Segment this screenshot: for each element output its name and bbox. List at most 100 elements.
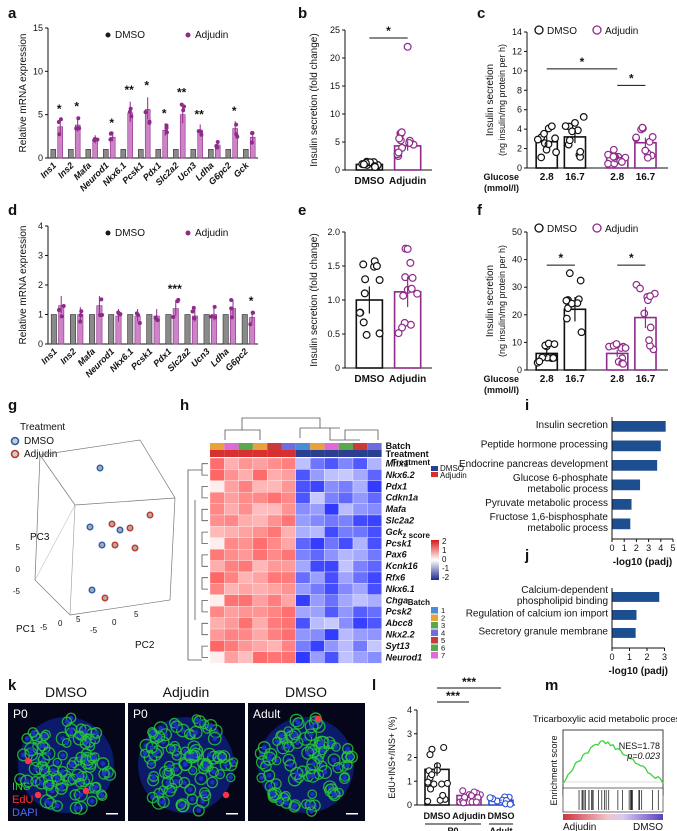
ins-cell <box>41 746 56 761</box>
heatmap-top-label: Batch <box>386 441 411 451</box>
heatmap-cell <box>367 617 382 630</box>
data-point-adjudin <box>406 258 415 267</box>
dendrogram-row <box>201 645 208 658</box>
data-point <box>426 785 435 793</box>
y-tick-label: 0 <box>517 365 522 375</box>
ins-cell <box>272 736 282 747</box>
y-tick-label: 8 <box>517 85 522 95</box>
y-axis-label: Enrichment score <box>549 735 559 805</box>
y-tick-label: 4 <box>38 221 43 231</box>
heatmap-cell <box>309 526 325 538</box>
data-point-adjudin <box>190 309 195 314</box>
dapi-nucleus <box>288 762 293 768</box>
dapi-nucleus <box>286 744 292 750</box>
heatmap-cell <box>238 480 254 493</box>
legend-zscore-gradient <box>431 540 439 580</box>
heatmap-cell <box>267 594 282 607</box>
data-point-dmso <box>361 275 370 284</box>
enrichment-term-label: Calcium-dependent <box>521 585 608 596</box>
legend-adjudin-label: Adjudin <box>605 26 638 37</box>
x-tick-label: 2.8 <box>540 172 554 183</box>
heatmap-cell <box>309 537 325 550</box>
data-point-dmso <box>576 276 585 285</box>
treatment-annotation-cell <box>353 450 368 457</box>
data-point-dmso <box>552 148 560 157</box>
heatmap-gene-label: Kcnk16 <box>386 561 419 571</box>
heatmap-cell <box>295 526 311 538</box>
ins-cell <box>157 795 170 809</box>
heatmap-cell <box>324 503 339 516</box>
ins-cell <box>304 799 316 811</box>
heatmap-cell <box>324 651 339 664</box>
pca-point-adjudin <box>101 594 109 602</box>
heatmap-cell <box>267 617 282 630</box>
heatmap-cell <box>309 594 325 607</box>
dapi-nucleus <box>142 751 148 756</box>
heatmap-cell <box>252 606 268 618</box>
ins-cell <box>39 731 50 742</box>
heatmap-cell <box>281 617 296 630</box>
dapi-nucleus <box>189 754 194 759</box>
bar-dmso <box>69 314 76 345</box>
data-point-adjudin <box>137 320 142 325</box>
dapi-nucleus <box>174 724 180 730</box>
ins-cell <box>263 769 276 782</box>
channel-edu-label: EdU <box>12 794 34 806</box>
dapi-nucleus <box>333 744 339 750</box>
y-tick-label: 0 <box>38 339 43 349</box>
ins-cell <box>73 787 88 802</box>
data-point-adjudin <box>74 126 79 131</box>
ins-cell <box>314 754 324 765</box>
micro-stage-label: P0 <box>133 707 148 721</box>
ins-cell <box>308 715 323 730</box>
ins-cell <box>306 756 321 771</box>
dendrogram-row <box>201 577 208 590</box>
heatmap-cell <box>224 480 239 493</box>
dapi-nucleus <box>208 722 214 728</box>
panel-letter-m: m <box>545 677 558 694</box>
heatmap-cell <box>281 492 296 504</box>
bar-dmso <box>208 149 214 159</box>
dapi-nucleus <box>46 782 51 788</box>
heatmap-cell <box>309 549 325 561</box>
dapi-nucleus <box>319 740 325 745</box>
ins-cell <box>42 779 55 791</box>
data-point-dmso <box>565 136 574 145</box>
heatmap-cell <box>224 537 239 550</box>
heatmap-gene-label: Chga <box>386 595 409 605</box>
data-point <box>430 780 438 788</box>
y-axis-label: Insulin secretion <box>485 64 496 136</box>
heatmap-cell <box>281 560 296 573</box>
y-axis-label-unit: (ng insulin/mg protein per h) <box>497 245 507 357</box>
data-point-adjudin <box>621 344 630 352</box>
dapi-nucleus <box>231 759 236 765</box>
ins-cell <box>342 760 353 771</box>
data-point-adjudin <box>79 309 84 314</box>
heatmap-cell <box>281 537 296 550</box>
pca-point-dmso <box>86 523 94 531</box>
dapi-nucleus <box>92 754 98 760</box>
heatmap-cell <box>338 480 354 493</box>
batch-annotation-cell <box>281 443 296 450</box>
ins-cell <box>170 720 183 734</box>
ins-cell <box>228 757 239 767</box>
dapi-nucleus <box>89 798 95 804</box>
heatmap-gene-label: Nkx6.1 <box>386 584 415 594</box>
dendrogram-top <box>344 429 379 440</box>
heatmap-gene-label: Rfx6 <box>386 573 407 583</box>
legend-dmso-label: DMSO <box>115 228 145 239</box>
data-point-adjudin <box>636 284 644 293</box>
dapi-nucleus <box>69 762 75 768</box>
heatmap-cell <box>295 594 311 607</box>
heatmap-cell <box>224 514 239 527</box>
legend-zscore-tick: 0 <box>442 555 447 564</box>
heatmap-cell <box>267 503 282 516</box>
pca-box <box>34 439 176 616</box>
data-point-adjudin <box>56 308 61 313</box>
panel-letter-f: f <box>477 202 483 219</box>
dendrogram-row <box>201 600 208 613</box>
dapi-nucleus <box>283 800 289 806</box>
dapi-nucleus <box>151 774 157 779</box>
legend-batch-tick: 3 <box>441 621 445 630</box>
heatmap-cell <box>209 503 225 516</box>
